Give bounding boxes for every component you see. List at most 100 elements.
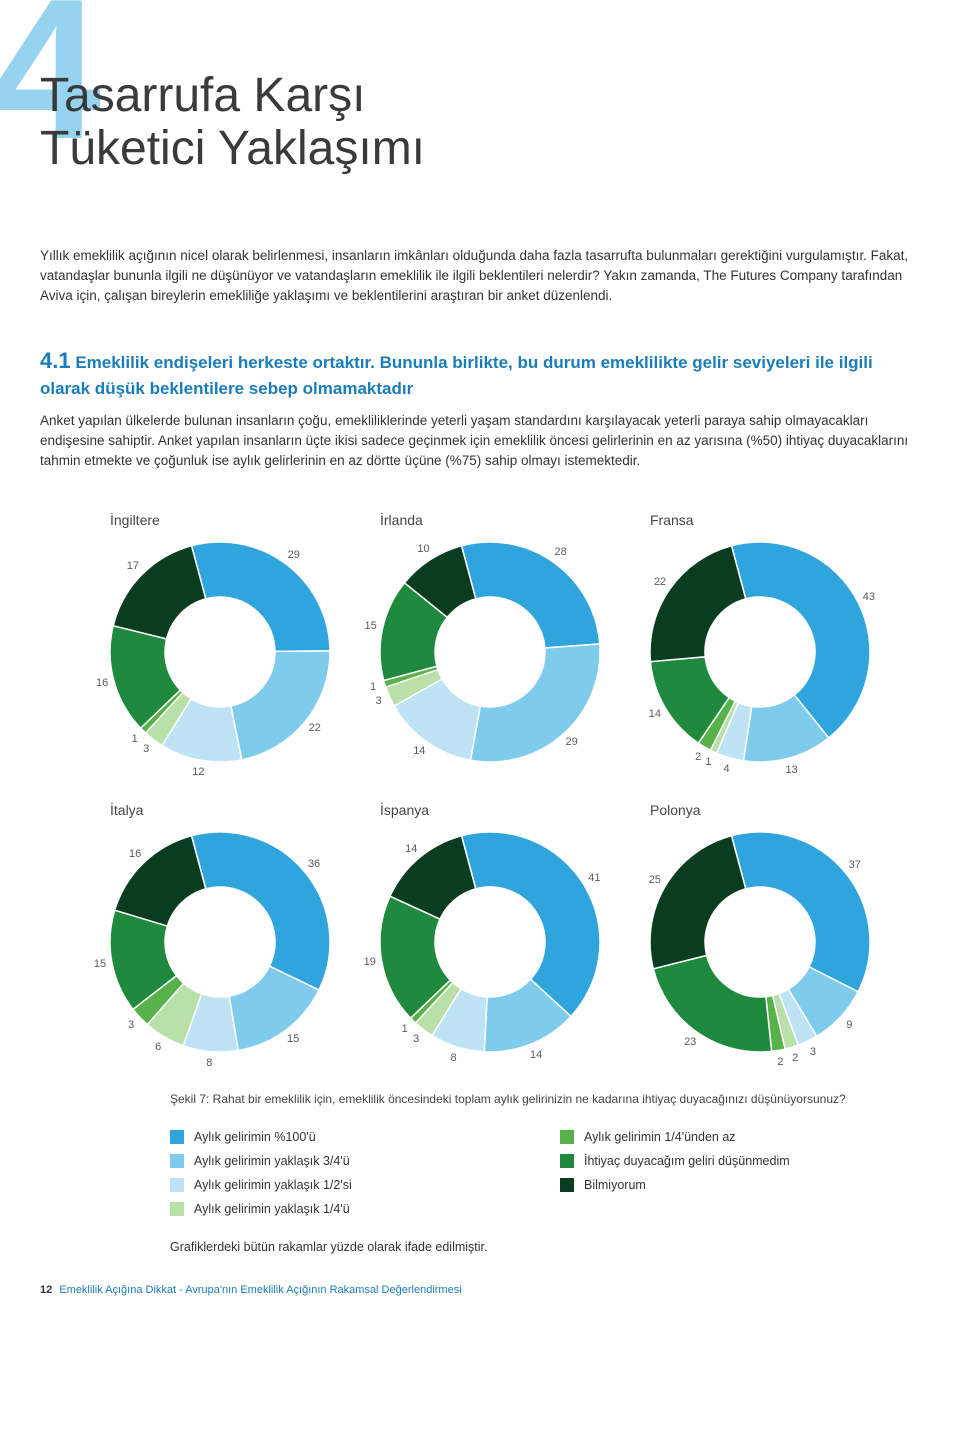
chart-title: İspanya xyxy=(380,802,620,818)
donut-segment xyxy=(231,651,330,760)
donut-chart: 292212311617 xyxy=(110,542,330,762)
legend-swatch xyxy=(560,1178,574,1192)
legend-swatch xyxy=(560,1154,574,1168)
donut-value-label: 43 xyxy=(863,591,875,603)
donut-value-label: 36 xyxy=(308,858,320,870)
chart-title: İngiltere xyxy=(110,512,350,528)
donut-chart: 41148311914 xyxy=(380,832,600,1052)
donut-value-label: 16 xyxy=(96,677,108,689)
donut-value-label: 29 xyxy=(288,549,300,561)
donut-chart: 282914311510 xyxy=(380,542,600,762)
donut-segment xyxy=(653,955,771,1052)
legend-swatch xyxy=(170,1178,184,1192)
legend-label: Aylık gelirimin 1/4'ünden az xyxy=(584,1130,736,1144)
donut-value-label: 12 xyxy=(192,766,204,778)
donut-value-label: 1 xyxy=(705,756,711,768)
footer-text: Emeklilik Açığına Dikkat - Avrupa'nın Em… xyxy=(59,1284,461,1296)
donut-value-label: 15 xyxy=(365,620,377,632)
donut-value-label: 1 xyxy=(370,681,376,693)
donut-value-label: 8 xyxy=(206,1057,212,1069)
chart-title: İrlanda xyxy=(380,512,620,528)
title-line-2: Tüketici Yaklaşımı xyxy=(40,122,425,175)
chart-cell: Polonya3793222325 xyxy=(650,802,890,1052)
donut-value-label: 14 xyxy=(649,708,661,720)
legend-item: Aylık gelirimin 1/4'ünden az xyxy=(560,1130,890,1144)
chart-cell: İrlanda282914311510 xyxy=(380,512,620,762)
donut-segment xyxy=(462,542,600,648)
chart-cell: İngiltere292212311617 xyxy=(110,512,350,762)
donut-value-label: 25 xyxy=(649,874,661,886)
donut-value-label: 29 xyxy=(566,736,578,748)
chart-cell: Fransa43134121422 xyxy=(650,512,890,762)
donut-value-label: 15 xyxy=(287,1033,299,1045)
donut-value-label: 19 xyxy=(364,956,376,968)
charts-grid: İngiltere292212311617İrlanda282914311510… xyxy=(40,512,920,1052)
donut-value-label: 14 xyxy=(530,1049,542,1061)
legend-swatch xyxy=(560,1130,574,1144)
donut-value-label: 6 xyxy=(155,1041,161,1053)
legend-item: Aylık gelirimin yaklaşık 1/2'si xyxy=(170,1178,500,1192)
section-heading-text: Emeklilik endişeleri herkeste ortaktır. … xyxy=(40,353,873,398)
donut-value-label: 3 xyxy=(376,695,382,707)
legend-item: Aylık gelirimin yaklaşık 3/4'ü xyxy=(170,1154,500,1168)
donut-segment xyxy=(192,832,330,990)
figure-note: Grafiklerdeki bütün rakamlar yüzde olara… xyxy=(170,1240,890,1254)
page-number: 12 xyxy=(40,1284,52,1296)
legend-label: Aylık gelirimin yaklaşık 3/4'ü xyxy=(194,1154,350,1168)
donut-value-label: 28 xyxy=(555,546,567,558)
figure-caption: Şekil 7: Rahat bir emeklilik için, emekl… xyxy=(170,1092,890,1106)
intro-paragraph: Yıllık emeklilik açığının nicel olarak b… xyxy=(40,246,920,307)
donut-value-label: 9 xyxy=(846,1019,852,1031)
legend-label: Bilmiyorum xyxy=(584,1178,646,1192)
legend: Aylık gelirimin %100'ü Aylık gelirimin 1/… xyxy=(170,1130,890,1216)
page-title: Tasarrufa Karşı Tüketici Yaklaşımı xyxy=(40,70,920,176)
donut-value-label: 22 xyxy=(309,722,321,734)
donut-value-label: 16 xyxy=(129,848,141,860)
donut-segment xyxy=(471,644,600,762)
donut-segment xyxy=(192,542,330,651)
chart-title: İtalya xyxy=(110,802,350,818)
donut-value-label: 3 xyxy=(413,1033,419,1045)
legend-item: İhtiyaç duyacağım geliri düşünmedim xyxy=(560,1154,890,1168)
legend-swatch xyxy=(170,1154,184,1168)
legend-label: Aylık gelirimin yaklaşık 1/4'ü xyxy=(194,1202,350,1216)
donut-segment xyxy=(650,835,746,968)
donut-value-label: 10 xyxy=(417,543,429,555)
donut-value-label: 3 xyxy=(128,1019,134,1031)
donut-value-label: 3 xyxy=(143,743,149,755)
donut-value-label: 17 xyxy=(127,560,139,572)
page-footer: 12 Emeklilik Açığına Dikkat - Avrupa'nın… xyxy=(40,1284,920,1296)
chart-title: Polonya xyxy=(650,802,890,818)
donut-value-label: 15 xyxy=(94,958,106,970)
donut-segment xyxy=(732,832,870,992)
donut-value-label: 1 xyxy=(402,1023,408,1035)
donut-value-label: 1 xyxy=(132,733,138,745)
legend-item: Bilmiyorum xyxy=(560,1178,890,1192)
donut-value-label: 23 xyxy=(684,1036,696,1048)
donut-value-label: 13 xyxy=(785,764,797,776)
donut-value-label: 22 xyxy=(654,576,666,588)
legend-item: Aylık gelirimin %100'ü xyxy=(170,1130,500,1144)
donut-chart: 3793222325 xyxy=(650,832,870,1052)
donut-value-label: 2 xyxy=(695,751,701,763)
legend-label: Aylık gelirimin %100'ü xyxy=(194,1130,316,1144)
title-line-1: Tasarrufa Karşı xyxy=(40,69,365,122)
donut-chart: 43134121422 xyxy=(650,542,870,762)
legend-swatch xyxy=(170,1202,184,1216)
donut-value-label: 14 xyxy=(413,745,425,757)
donut-segment xyxy=(650,545,746,661)
donut-value-label: 2 xyxy=(792,1052,798,1064)
chart-title: Fransa xyxy=(650,512,890,528)
donut-value-label: 41 xyxy=(588,872,600,884)
legend-item: Aylık gelirimin yaklaşık 1/4'ü xyxy=(170,1202,500,1216)
chart-cell: İspanya41148311914 xyxy=(380,802,620,1052)
donut-value-label: 3 xyxy=(810,1046,816,1058)
donut-value-label: 2 xyxy=(777,1056,783,1068)
donut-value-label: 37 xyxy=(849,859,861,871)
donut-value-label: 4 xyxy=(723,763,729,775)
donut-value-label: 8 xyxy=(450,1052,456,1064)
chart-cell: İtalya36158631516 xyxy=(110,802,350,1052)
section-body-text: Anket yapılan ülkelerde bulunan insanlar… xyxy=(40,411,920,472)
donut-chart: 36158631516 xyxy=(110,832,330,1052)
legend-label: Aylık gelirimin yaklaşık 1/2'si xyxy=(194,1178,352,1192)
